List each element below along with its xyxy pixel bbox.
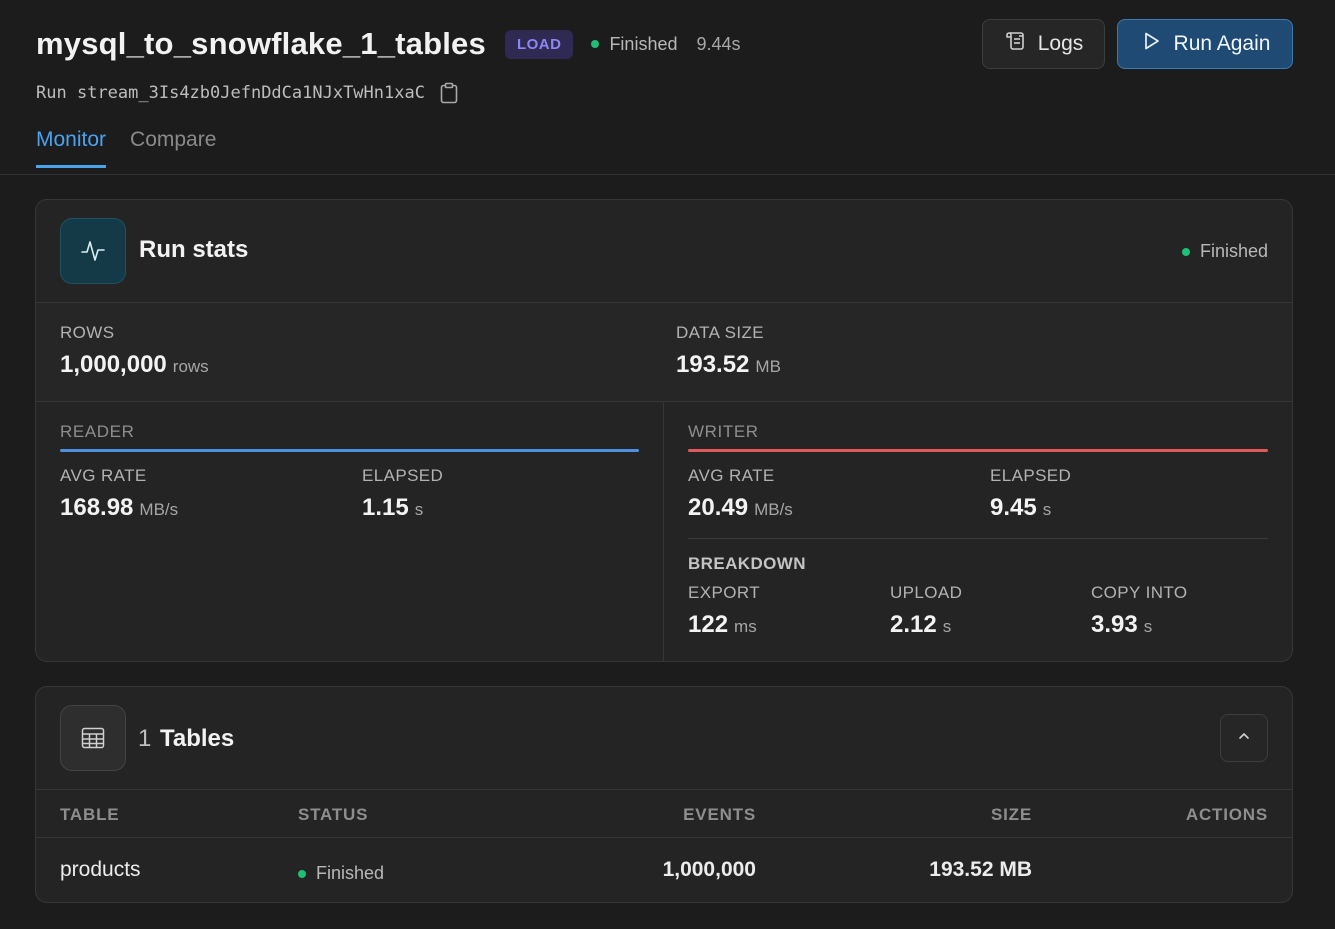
status-dot-icon: [298, 869, 306, 878]
col-actions: ACTIONS: [1185, 805, 1268, 824]
table-row[interactable]: products Finished 1,000,000 193.52 MB: [36, 838, 1292, 902]
breakdown-copy-into: COPY INTO 3.93 s: [1091, 583, 1188, 638]
data-size-metric: DATA SIZE 193.52 MB: [676, 323, 781, 378]
chevron-up-icon: [1236, 728, 1252, 749]
writer-elapsed: ELAPSED 9.45 s: [990, 466, 1072, 521]
writer-title: WRITER: [688, 422, 759, 441]
table-header-row: TABLE STATUS EVENTS SIZE ACTIONS: [36, 790, 1292, 838]
run-status: Finished: [591, 34, 677, 55]
breakdown-upload: UPLOAD 2.12 s: [890, 583, 963, 638]
logs-label: Logs: [1037, 32, 1084, 55]
writer-avg-rate: AVG RATE 20.49 MB/s: [688, 466, 793, 521]
rows-metric: ROWS 1,000,000 rows: [60, 323, 209, 378]
reader-elapsed: ELAPSED 1.15 s: [362, 466, 444, 521]
run-again-label: Run Again: [1173, 32, 1271, 55]
title-row: mysql_to_snowflake_1_tables LOAD Finishe…: [36, 22, 741, 66]
col-table[interactable]: TABLE: [60, 805, 120, 824]
tables-title: Tables: [160, 725, 235, 752]
tab-bar: Monitor Compare: [36, 128, 216, 168]
totals-row: ROWS 1,000,000 rows DATA SIZE 193.52 MB: [36, 303, 1292, 402]
collapse-button[interactable]: [1220, 714, 1268, 762]
mode-badge: LOAD: [504, 29, 574, 59]
clipboard-icon[interactable]: [439, 82, 459, 104]
page-header: mysql_to_snowflake_1_tables LOAD Finishe…: [0, 0, 1335, 175]
tab-compare[interactable]: Compare: [130, 128, 217, 151]
breakdown-separator: [688, 538, 1268, 539]
run-stats-card: Run stats Finished ROWS 1,000,000 rows DA…: [35, 199, 1293, 662]
row-events: 1,000,000: [662, 858, 756, 881]
page-title: mysql_to_snowflake_1_tables: [36, 26, 486, 61]
reader-bar: [60, 449, 639, 452]
row-status: Finished: [298, 863, 384, 884]
status-dot-icon: [591, 40, 600, 48]
col-size[interactable]: SIZE: [991, 805, 1032, 824]
play-icon: [1140, 30, 1162, 58]
row-table-name[interactable]: products: [60, 858, 141, 881]
reader-title: READER: [60, 422, 135, 441]
table-icon: [60, 705, 126, 771]
breakdown-title: BREAKDOWN: [688, 554, 806, 573]
tables-count: 1: [138, 725, 152, 752]
run-stats-title: Run stats: [139, 236, 249, 263]
run-id-text: Run stream_3Is4zb0JefnDdCa1NJxTwHn1xaC: [36, 83, 425, 103]
writer-bar: [688, 449, 1268, 452]
reader-writer-section: READER AVG RATE 168.98 MB/s ELAPSED 1.15 s…: [36, 402, 1292, 661]
tab-monitor[interactable]: Monitor: [36, 128, 107, 168]
col-events[interactable]: EVENTS: [683, 805, 756, 824]
tables-header: 1 Tables: [36, 687, 1292, 790]
row-size: 193.52 MB: [929, 858, 1032, 881]
run-again-button[interactable]: Run Again: [1117, 19, 1293, 69]
col-status[interactable]: STATUS: [298, 805, 369, 824]
run-status-label: Finished: [609, 33, 678, 54]
status-dot-icon: [1181, 247, 1190, 256]
logs-button[interactable]: Logs: [982, 19, 1105, 69]
run-stats-header: Run stats Finished: [36, 200, 1292, 303]
reader-avg-rate: AVG RATE 168.98 MB/s: [60, 466, 179, 521]
section-divider: [663, 402, 664, 661]
run-duration: 9.44s: [696, 33, 741, 54]
run-stats-status: Finished: [1181, 241, 1268, 262]
activity-icon: [60, 218, 126, 284]
breakdown-export: EXPORT 122 ms: [688, 583, 760, 638]
tables-card: 1 Tables TABLE STATUS EVENTS SIZE ACTION…: [35, 686, 1293, 903]
run-id-row: Run stream_3Is4zb0JefnDdCa1NJxTwHn1xaC: [36, 82, 459, 104]
scroll-icon: [1004, 30, 1026, 58]
